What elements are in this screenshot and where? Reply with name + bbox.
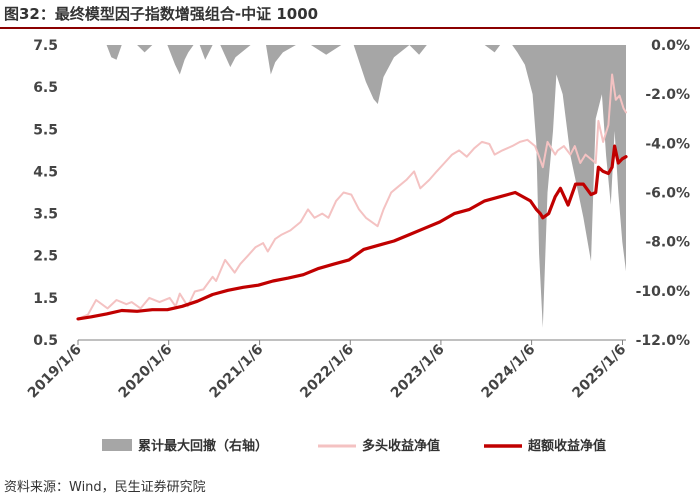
- left-tick-label: 5.5: [33, 122, 58, 138]
- left-tick-label: 4.5: [33, 164, 58, 180]
- x-tick-label: 2023/1/6: [388, 342, 448, 402]
- x-tick-label: 2019/1/6: [25, 342, 85, 402]
- right-tick-label: -4.0%: [645, 136, 690, 152]
- left-axis: 0.5 1.5 2.5 3.5 4.5 5.5 6.5 7.5: [33, 38, 58, 349]
- right-tick-label: 0.0%: [651, 38, 690, 54]
- legend-swatch-drawdown: [102, 439, 132, 451]
- left-tick-label: 6.5: [33, 80, 58, 96]
- left-tick-label: 2.5: [33, 249, 58, 265]
- right-tick-label: -2.0%: [645, 87, 690, 103]
- x-tick-label: 2024/1/6: [479, 342, 539, 402]
- right-tick-label: -6.0%: [645, 186, 690, 202]
- x-tick-label: 2021/1/6: [207, 342, 267, 402]
- legend-label-excess: 超额收益净值: [528, 438, 606, 454]
- legend: 累计最大回撤（右轴） 多头收益净值 超额收益净值: [102, 438, 606, 454]
- lines-layer: [76, 73, 628, 321]
- x-tick-label: 2025/1/6: [569, 342, 629, 402]
- left-tick-label: 7.5: [33, 38, 58, 54]
- left-tick-label: 0.5: [33, 333, 58, 349]
- source-note: 资料来源：Wind，民生证券研究院: [4, 480, 206, 495]
- title-divider: [0, 27, 700, 29]
- x-axis: 2019/1/6 2020/1/6 2021/1/6 2022/1/6 2023/1/6…: [25, 339, 629, 402]
- drawdown-layer: [78, 45, 626, 328]
- right-tick-label: -8.0%: [645, 235, 690, 251]
- excess-net-value-line: [76, 144, 628, 321]
- right-tick-label: -12.0%: [636, 333, 690, 349]
- drawdown-area: [78, 45, 626, 328]
- x-tick-label: 2020/1/6: [116, 342, 176, 402]
- legend-label-long: 多头收益净值: [362, 438, 440, 454]
- long-net-value-line: [77, 73, 627, 320]
- right-axis: -12.0% -10.0% -8.0% -6.0% -4.0% -2.0% 0.0%: [636, 38, 690, 349]
- x-tick-label: 2022/1/6: [297, 342, 357, 402]
- left-tick-label: 1.5: [33, 291, 58, 307]
- left-tick-label: 3.5: [33, 207, 58, 223]
- right-tick-label: -10.0%: [636, 284, 690, 300]
- legend-label-drawdown: 累计最大回撤（右轴）: [138, 438, 268, 454]
- page-title: 图32：最终模型因子指数增强组合-中证 1000: [4, 5, 319, 23]
